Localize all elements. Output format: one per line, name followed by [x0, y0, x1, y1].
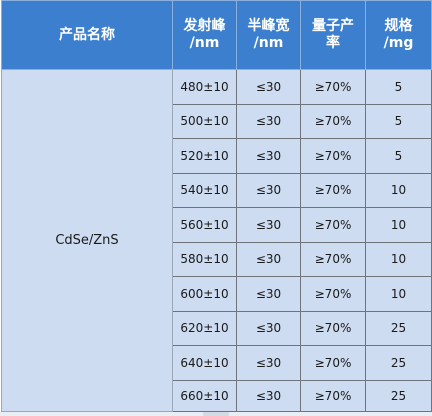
- header-spec: 规格 /mg: [365, 0, 432, 70]
- spec-cell: 25: [365, 310, 432, 346]
- table-row: 560±10 ≤30 ≥70% 10: [2, 207, 432, 243]
- table-row: 540±10 ≤30 ≥70% 10: [2, 172, 432, 208]
- spec-cell: 10: [365, 276, 432, 312]
- spec-cell: 5: [365, 69, 432, 105]
- table-row: 640±10 ≤30 ≥70% 25: [2, 345, 432, 381]
- header-fwhm-label: 半峰宽: [247, 18, 290, 34]
- fwhm-cell: ≤30: [236, 241, 301, 277]
- quantum-yield-cell: ≥70%: [300, 345, 366, 381]
- header-quantum-yield: 量子产 率: [300, 0, 366, 70]
- table-row: 620±10 ≤30 ≥70% 25: [2, 310, 432, 346]
- emission-peak-cell: 640±10: [172, 345, 237, 381]
- header-spec-label: 规格: [384, 18, 413, 34]
- header-spec-unit: /mg: [383, 35, 414, 51]
- product-name-cell: CdSe/ZnS: [1, 69, 173, 412]
- table-row: 600±10 ≤30 ≥70% 10: [2, 276, 432, 312]
- header-product-name: 产品名称: [1, 0, 173, 70]
- table-row: 580±10 ≤30 ≥70% 10: [2, 241, 432, 277]
- quantum-yield-cell: ≥70%: [300, 241, 366, 277]
- spec-cell: 10: [365, 172, 432, 208]
- emission-peak-cell: 620±10: [172, 310, 237, 346]
- table-row: 520±10 ≤30 ≥70% 5: [2, 138, 432, 174]
- header-quantum-yield-label-2: 率: [326, 35, 340, 51]
- header-fwhm-unit: /nm: [253, 35, 284, 51]
- quantum-yield-cell: ≥70%: [300, 103, 366, 139]
- header-quantum-yield-label-1: 量子产: [312, 18, 354, 34]
- spec-cell: 25: [365, 345, 432, 381]
- fwhm-cell: ≤30: [236, 345, 301, 381]
- table-row: 500±10 ≤30 ≥70% 5: [2, 103, 432, 139]
- quantum-yield-cell: ≥70%: [300, 379, 366, 412]
- table-row: CdSe/ZnS 480±10 ≤30 ≥70% 5: [1, 69, 432, 412]
- fwhm-cell: ≤30: [236, 138, 301, 174]
- quantum-yield-cell: ≥70%: [300, 69, 366, 105]
- spec-cell: 25: [365, 379, 432, 412]
- spec-cell: 5: [365, 138, 432, 174]
- emission-peak-cell: 540±10: [172, 172, 237, 208]
- quantum-yield-cell: ≥70%: [300, 172, 366, 208]
- fwhm-cell: ≤30: [236, 276, 301, 312]
- emission-peak-cell: 480±10: [172, 69, 237, 105]
- emission-peak-cell: 520±10: [172, 138, 237, 174]
- emission-peak-cell: 600±10: [172, 276, 237, 312]
- fwhm-cell: ≤30: [236, 310, 301, 346]
- emission-peak-cell: 560±10: [172, 207, 237, 243]
- table-row: 660±10 ≤30 ≥70% 25: [2, 379, 432, 412]
- header-emission-peak-label: 发射峰: [183, 18, 226, 34]
- quantum-yield-cell: ≥70%: [300, 207, 366, 243]
- spec-cell: 10: [365, 241, 432, 277]
- bottom-edge-strip: [0, 412, 432, 416]
- quantum-yield-cell: ≥70%: [300, 276, 366, 312]
- header-fwhm: 半峰宽 /nm: [236, 0, 301, 70]
- fwhm-cell: ≤30: [236, 103, 301, 139]
- quantum-yield-cell: ≥70%: [300, 310, 366, 346]
- bottom-edge-notch: [203, 412, 229, 416]
- header-product-name-label: 产品名称: [59, 26, 115, 43]
- fwhm-cell: ≤30: [236, 207, 301, 243]
- fwhm-cell: ≤30: [236, 69, 301, 105]
- emission-peak-cell: 580±10: [172, 241, 237, 277]
- emission-peak-cell: 500±10: [172, 103, 237, 139]
- header-emission-peak: 发射峰 /nm: [172, 0, 237, 70]
- spec-cell: 5: [365, 103, 432, 139]
- fwhm-cell: ≤30: [236, 379, 301, 412]
- table-header-row: 产品名称 发射峰 /nm 半峰宽 /nm 量子产 率 规格 /mg: [1, 0, 432, 70]
- emission-peak-cell: 660±10: [172, 379, 237, 412]
- fwhm-cell: ≤30: [236, 172, 301, 208]
- spec-cell: 10: [365, 207, 432, 243]
- quantum-yield-cell: ≥70%: [300, 138, 366, 174]
- header-emission-peak-unit: /nm: [189, 35, 220, 51]
